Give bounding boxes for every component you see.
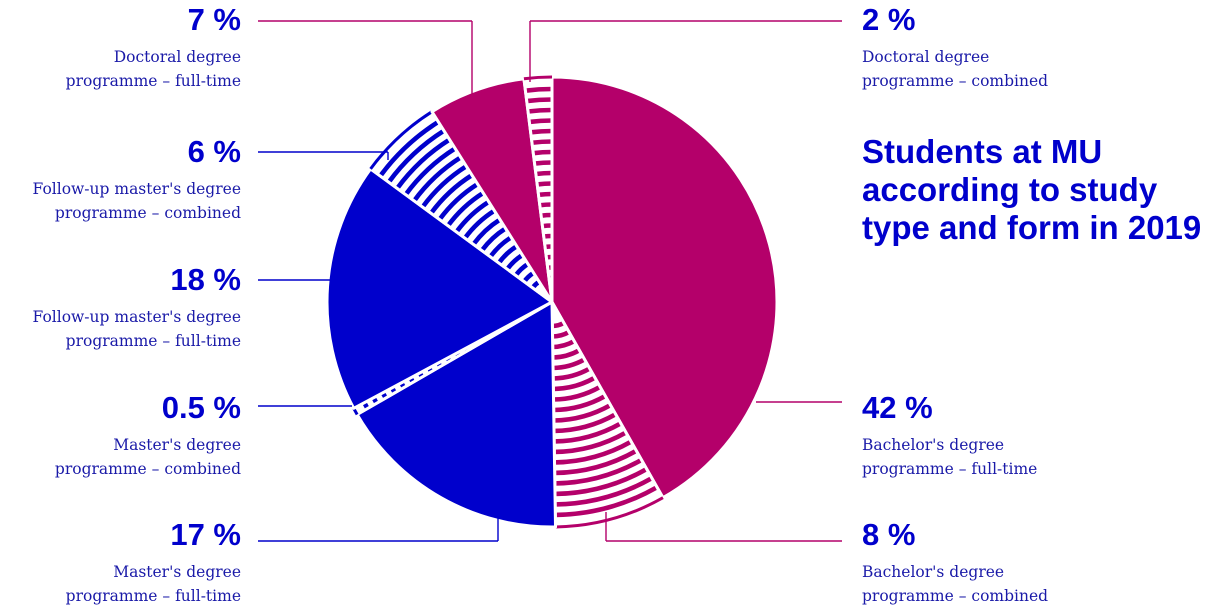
hatch-stripe [529, 118, 553, 125]
hatch-stripe [554, 457, 643, 486]
hatch-stripe [554, 430, 628, 455]
pie-slice [355, 300, 558, 529]
slice-percent-label: 8 % [862, 517, 915, 552]
hatch-stripe [395, 137, 451, 190]
slice-percent-label: 2 % [862, 2, 915, 37]
hatch-stripe [536, 181, 553, 187]
hatch-stripe [554, 467, 648, 497]
slice-percent-label: 17 % [170, 517, 241, 552]
hatch-stripe [526, 97, 553, 104]
pie-slice-hatched [522, 75, 554, 304]
hatch-stripe [420, 164, 468, 209]
hatch-stripe [554, 448, 638, 476]
hatch-stripe [554, 439, 633, 465]
slice-description-label: programme – combined [862, 587, 1048, 605]
hatch-stripe [553, 384, 602, 402]
slice-percent-label: 7 % [188, 2, 241, 37]
pie-slice [550, 75, 779, 500]
slice-percent-label: 6 % [188, 134, 241, 169]
hatch-stripe [540, 212, 553, 218]
hatch-stripe [554, 421, 622, 444]
hatch-stripe [386, 128, 446, 184]
slice-description-label: Follow-up master's degree [33, 308, 241, 326]
hatch-stripe [429, 173, 474, 215]
pie-slice [325, 167, 554, 410]
hatch-stripe [403, 146, 457, 196]
slice-description-label: programme – combined [55, 460, 241, 478]
slice-percent-label: 18 % [170, 262, 241, 297]
slice-description-label: programme – combined [55, 204, 241, 222]
hatch-stripe [553, 403, 612, 423]
hatch-stripe [553, 375, 597, 392]
hatch-stripe [535, 170, 553, 177]
hatch-stripe [553, 393, 607, 413]
hatch-stripe [437, 182, 479, 221]
chart-title: Students at MU according to study type and… [862, 133, 1201, 246]
chart-title-line: according to study [862, 171, 1158, 208]
hatch-stripe [525, 86, 553, 93]
hatched-slice-rim [555, 496, 664, 529]
slice-percent-label: 0.5 % [162, 390, 241, 425]
hatch-stripe [531, 139, 553, 146]
hatch-stripe [530, 128, 553, 135]
hatch-stripe [533, 149, 553, 156]
hatch-stripe [454, 199, 491, 234]
hatched-slice-rim [369, 110, 433, 170]
hatch-stripe [538, 191, 553, 198]
slice-description-label: Bachelor's degree [862, 563, 1004, 581]
slice-percent-label: 42 % [862, 390, 933, 425]
slice-description-label: programme – full-time [862, 460, 1037, 478]
slice-description-label: Bachelor's degree [862, 436, 1004, 454]
hatched-slice-rim [523, 75, 553, 81]
hatch-stripe [527, 107, 553, 114]
hatch-stripe [534, 160, 553, 166]
slice-description-label: programme – full-time [66, 587, 241, 605]
pie-slice-hatched [550, 300, 665, 529]
hatch-stripe [446, 190, 485, 228]
hatch-stripe [412, 155, 463, 203]
leader-lines [258, 20, 842, 542]
hatch-stripe [378, 119, 440, 178]
slice-description-label: Doctoral degree [862, 48, 989, 66]
slice-description-label: programme – full-time [66, 72, 241, 90]
slice-description-label: Master's degree [113, 436, 241, 454]
slice-description-label: Master's degree [113, 563, 241, 581]
hatch-stripe [553, 366, 591, 381]
hatch-stripe [555, 476, 654, 507]
slice-labels: 42 % Bachelor's degree programme – full-ti… [33, 2, 1049, 605]
hatch-stripe [553, 412, 617, 434]
pie-slices [325, 75, 779, 529]
chart-title-line: type and form in 2019 [862, 209, 1201, 246]
slice-description-label: Doctoral degree [114, 48, 241, 66]
chart-title-line: Students at MU [862, 133, 1102, 170]
slice-description-label: programme – combined [862, 72, 1048, 90]
slice-description-label: Follow-up master's degree [33, 180, 241, 198]
slice-description-label: programme – full-time [66, 332, 241, 350]
hatch-stripe [555, 485, 659, 518]
hatch-stripe [539, 202, 553, 208]
